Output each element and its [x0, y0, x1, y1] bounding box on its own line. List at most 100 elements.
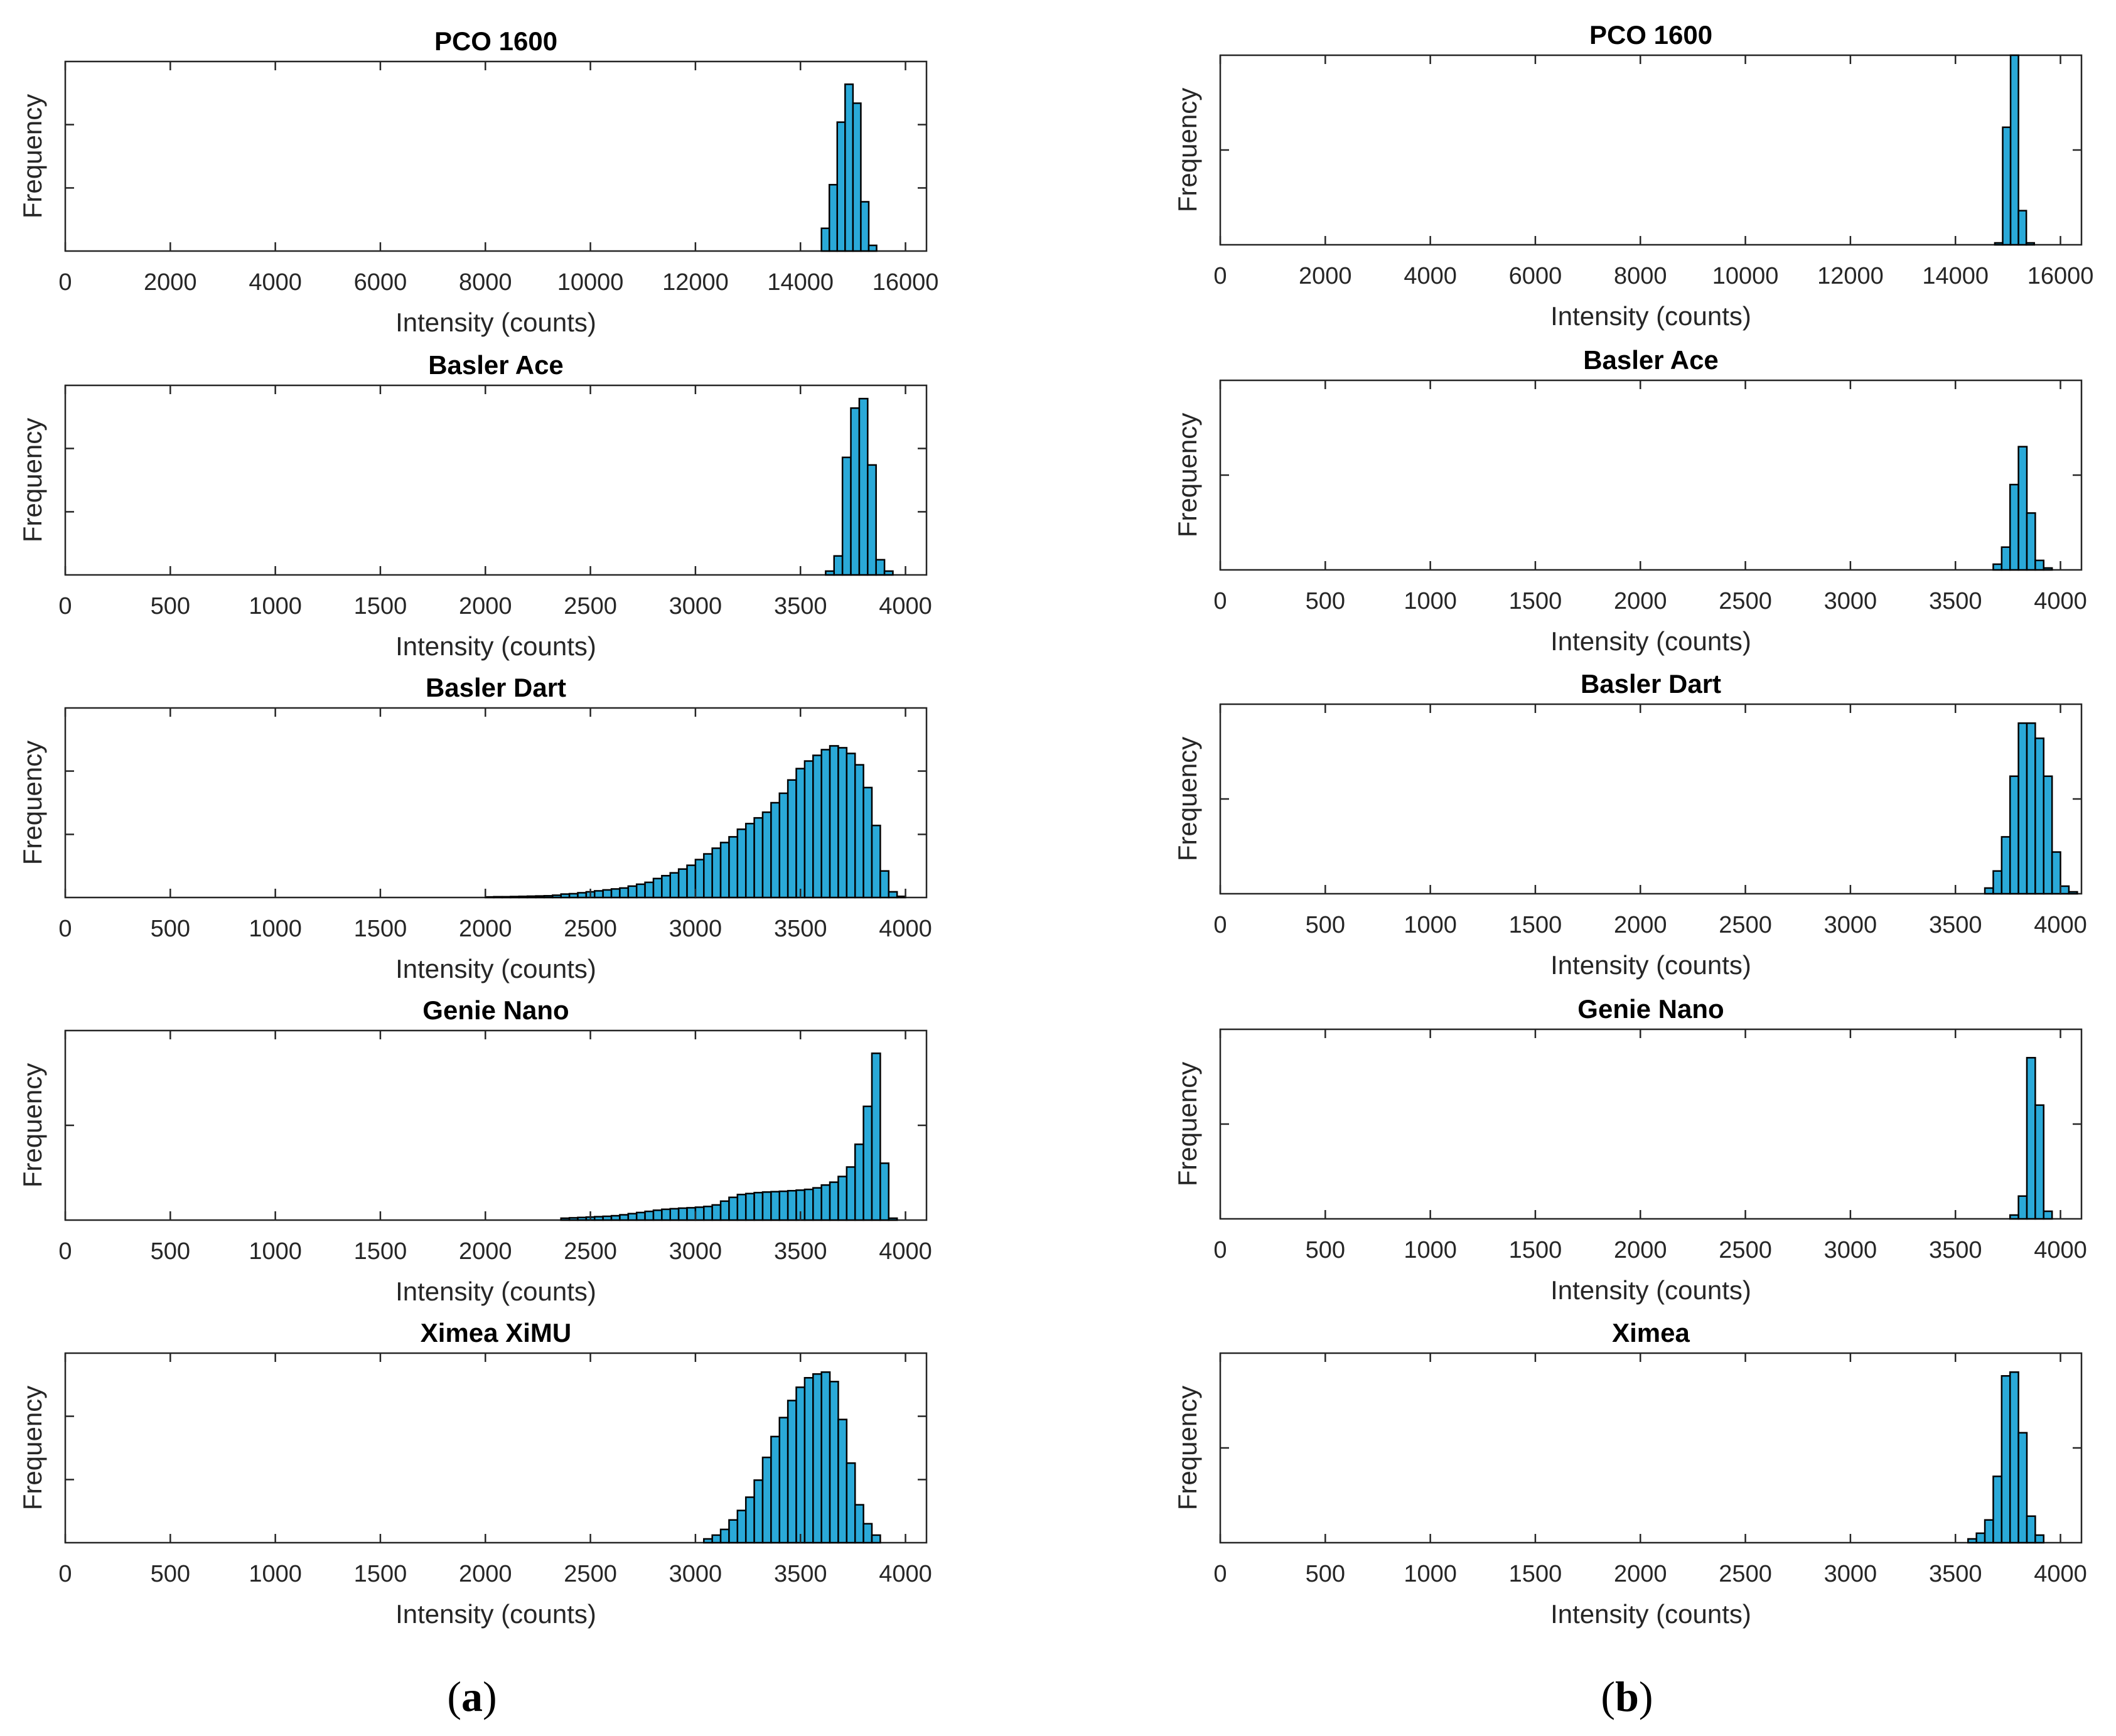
plot-title: Genie Nano: [422, 995, 569, 1025]
histogram-bar: [2034, 737, 2045, 895]
histogram-bar: [728, 836, 739, 899]
histogram-bar: [577, 1216, 588, 1221]
histogram-bar: [736, 1193, 747, 1221]
x-tick-label: 4000: [249, 269, 302, 296]
x-tick-label: 1500: [354, 1238, 407, 1265]
histogram-bar: [2017, 210, 2027, 246]
histogram-bar: [728, 1519, 739, 1544]
histogram-bar: [837, 1418, 848, 1544]
histogram-bar: [703, 853, 713, 899]
y-axis-label: Frequency: [1173, 1386, 1202, 1510]
histogram-bar: [829, 745, 839, 899]
histogram-bar: [2009, 483, 2019, 571]
y-axis-label: Frequency: [18, 94, 47, 218]
x-tick-label: 1500: [1509, 1237, 1562, 1263]
histogram-bar: [2026, 1515, 2036, 1544]
plot-area: [1219, 379, 2083, 571]
histogram-bar: [736, 828, 747, 899]
histogram-bar: [778, 1190, 789, 1221]
histogram-bar: [719, 842, 730, 899]
histogram-bar: [844, 83, 854, 252]
x-tick-label: 3000: [1824, 1561, 1877, 1587]
histogram-bar: [627, 885, 638, 899]
histogram-b-1: PCO 1600 0 2000 4000 6000 8000 10000 12000 14000…: [1173, 20, 2093, 331]
histogram-bar: [854, 1143, 864, 1221]
x-tick-label: 2000: [1299, 263, 1352, 289]
histogram-bar: [837, 747, 848, 899]
histogram-bar: [841, 456, 852, 576]
histogram-a-2: Basler Ace 0 500 1000 1500 2000 2500 3000 3500 40…: [18, 350, 932, 661]
x-tick-label: 3000: [669, 1561, 722, 1587]
x-tick-label: 1000: [1404, 1561, 1457, 1587]
histogram-bar: [854, 764, 864, 899]
x-axis-label: Intensity (counts): [1550, 1275, 1751, 1305]
x-tick-label: 3000: [1824, 912, 1877, 938]
histogram-bar: [686, 864, 697, 899]
histogram-bar: [560, 1217, 571, 1221]
histogram-bar: [2017, 1195, 2028, 1220]
y-axis-label: Frequency: [18, 741, 47, 865]
histogram-bar: [820, 749, 831, 899]
plot-title: Basler Ace: [428, 350, 564, 380]
x-tick-label: 4000: [1404, 263, 1457, 289]
histogram-bar: [2043, 1210, 2053, 1220]
x-tick-label: 3500: [774, 1561, 827, 1587]
x-tick-label: 2000: [1614, 1237, 1667, 1263]
x-axis-label: Intensity (counts): [1550, 626, 1751, 656]
histogram-bar: [610, 888, 621, 899]
x-tick-label: 0: [1213, 588, 1227, 614]
histogram-bar: [703, 1538, 713, 1544]
histogram-bar: [2043, 567, 2053, 571]
histogram-bar: [812, 754, 822, 899]
histogram-bar: [711, 847, 722, 899]
histogram-bar: [753, 817, 764, 899]
plot-area: [64, 1029, 928, 1221]
x-tick-label: 1000: [1404, 588, 1457, 614]
histogram-bar: [744, 822, 755, 899]
panel-label-a: (a): [447, 1673, 497, 1720]
histogram-bar: [862, 1105, 873, 1221]
histogram-bar: [619, 887, 630, 899]
histogram-bar: [535, 895, 545, 899]
histogram-bar: [518, 895, 529, 899]
x-axis-label: Intensity (counts): [395, 1277, 596, 1306]
x-tick-label: 14000: [1922, 263, 1989, 289]
x-tick-label: 8000: [459, 269, 512, 296]
x-tick-label: 4000: [879, 916, 932, 942]
plot-area: [1219, 54, 2083, 246]
x-tick-label: 1000: [249, 593, 302, 619]
x-tick-label: 2500: [1719, 1561, 1772, 1587]
histogram-bar: [862, 786, 873, 899]
histogram-bar: [2009, 1214, 2019, 1220]
x-tick-label: 1000: [249, 1238, 302, 1265]
histogram-bar: [1984, 887, 1994, 895]
histogram-bar: [711, 1204, 722, 1221]
histogram-bar: [770, 1191, 781, 1221]
histogram-b-3: Basler Dart 0 500 1000 1500 2000 2500 3000 3500 4…: [1173, 669, 2087, 980]
plot-area: [1219, 703, 2083, 895]
x-axis-label: Intensity (counts): [1550, 950, 1751, 980]
plot-title: Basler Dart: [426, 673, 566, 702]
histogram-bar: [1984, 1519, 1994, 1544]
histogram-bar: [846, 1462, 856, 1544]
histogram-bar: [829, 1381, 839, 1544]
histogram-bar: [644, 1210, 655, 1221]
histogram-bar: [635, 883, 646, 899]
x-tick-label: 12000: [1817, 263, 1884, 289]
x-tick-label: 3000: [669, 916, 722, 942]
x-tick-label: 4000: [2034, 1561, 2087, 1587]
panel-label-b-letter: b: [1615, 1673, 1639, 1720]
histogram-bar: [2060, 885, 2070, 895]
histogram-bar: [846, 753, 856, 899]
histogram-bar: [803, 760, 814, 899]
x-tick-label: 12000: [662, 269, 729, 296]
x-tick-label: 6000: [354, 269, 407, 296]
plot-title: Genie Nano: [1577, 994, 1724, 1024]
x-tick-label: 3500: [1929, 1237, 1982, 1263]
histogram-bar: [602, 889, 613, 899]
x-tick-label: 1000: [1404, 912, 1457, 938]
histogram-bar: [761, 1191, 772, 1221]
histogram-bar: [594, 1216, 604, 1221]
subplots-container: PCO 16000 2000 4000 6000 8000 10000 12000 14000…: [18, 20, 2093, 1629]
